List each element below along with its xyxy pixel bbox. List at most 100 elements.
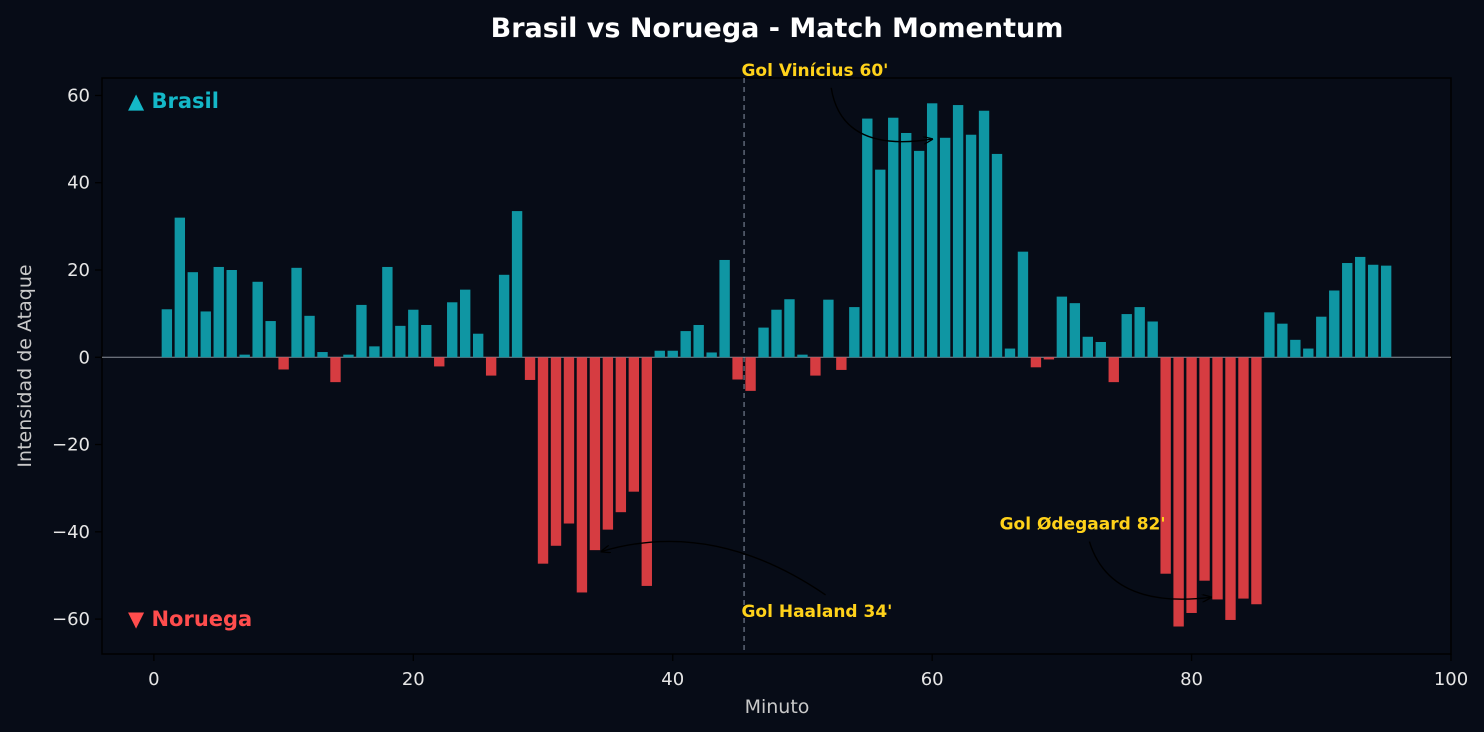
momentum-bar [732,357,743,380]
momentum-bar [1121,314,1132,358]
momentum-bar [278,357,289,370]
momentum-bar [1017,251,1029,358]
momentum-bar [939,137,951,358]
momentum-bar [1355,256,1366,358]
momentum-bar [537,357,549,564]
legend-brasil: ▲ Brasil [128,89,219,113]
momentum-bar [1173,357,1184,627]
momentum-bar [447,302,458,358]
momentum-bar [1108,357,1119,383]
y-tick-label: 60 [67,85,90,106]
momentum-bar [888,117,899,358]
momentum-bar [654,350,665,358]
momentum-bar [771,309,782,358]
x-tick-label: 60 [921,669,944,690]
momentum-bar [434,357,445,367]
momentum-bar [1004,348,1016,358]
y-tick-label: 0 [79,347,90,368]
momentum-bar [1147,321,1158,358]
momentum-bar [693,324,704,358]
momentum-bar [628,357,640,492]
momentum-bar [1277,323,1288,358]
momentum-bar [1303,348,1314,358]
momentum-bar [356,304,367,358]
annotation-arrow [830,87,932,142]
momentum-bar [589,357,601,551]
momentum-bar [330,357,341,383]
y-tick-label: 20 [67,260,90,281]
legend-layer: ▲ Brasil ▼ Noruega [128,89,252,631]
momentum-bar [1251,357,1262,605]
momentum-bar [706,352,717,358]
momentum-bar [252,281,263,358]
momentum-bar [667,350,678,358]
goal-annotation: Gol Haaland 34' [741,602,892,622]
momentum-bar [862,118,873,358]
momentum-bar [369,346,380,358]
momentum-bar [602,357,614,530]
x-tick-label: 20 [402,669,425,690]
y-tick-label: −60 [52,609,90,630]
momentum-bar [408,309,419,358]
momentum-bar [524,357,536,380]
bars-layer [161,103,1392,627]
y-tick-label: 40 [67,173,90,194]
momentum-bar [680,331,691,358]
momentum-bar [511,211,523,358]
legend-noruega: ▼ Noruega [128,607,252,631]
momentum-bar [1225,357,1236,620]
momentum-bar [226,270,237,358]
momentum-bar [239,354,250,358]
ticks-layer: 0 20 40 60 80 100 60 40 20 0 −20 −40 −60 [52,85,1468,690]
momentum-bar [1056,296,1068,358]
chart-title: Brasil vs Noruega - Match Momentum [491,13,1064,44]
momentum-bar [1342,263,1353,358]
momentum-bar [421,324,432,358]
momentum-bar [719,259,730,358]
momentum-bar [187,272,198,358]
x-tick-label: 100 [1434,669,1468,690]
momentum-bar [875,169,886,358]
momentum-bar [1264,312,1275,358]
momentum-bar [174,217,186,358]
momentum-bar [161,309,173,358]
momentum-bar [291,267,302,358]
momentum-bar [836,357,847,370]
momentum-bar [1238,357,1249,599]
y-tick-label: −40 [52,522,90,543]
momentum-bar [1082,336,1093,358]
goal-annotation: Gol Vinícius 60' [741,61,888,81]
momentum-bar [304,315,315,358]
momentum-bar [317,352,328,358]
momentum-bar [343,354,354,358]
momentum-bar [550,357,562,546]
momentum-bar [1134,307,1145,358]
momentum-bar [991,153,1003,358]
momentum-bar [1316,316,1327,358]
momentum-bar [460,289,471,358]
momentum-bar [745,357,756,391]
momentum-bar [913,150,925,358]
x-tick-label: 0 [148,669,159,690]
momentum-bar [265,321,276,358]
momentum-bar [1069,303,1081,358]
x-axis-title: Minuto [745,696,810,718]
momentum-bar [849,307,860,358]
momentum-bar [1095,342,1106,358]
momentum-bar [1199,357,1210,581]
momentum-bar [485,357,497,376]
annotation-arrow [601,540,826,596]
annotations-layer: Gol Vinícius 60' Gol Haaland 34' Gol Ødega… [601,61,1211,622]
x-tick-label: 80 [1180,669,1203,690]
annotation-arrow [1088,541,1211,600]
momentum-bar [576,357,588,593]
momentum-bar [978,110,990,358]
momentum-bar [901,132,912,358]
momentum-bar [758,327,769,358]
momentum-bar [1030,357,1042,368]
momentum-bar [1160,357,1171,574]
momentum-bar [498,274,510,358]
momentum-bar [952,105,964,358]
